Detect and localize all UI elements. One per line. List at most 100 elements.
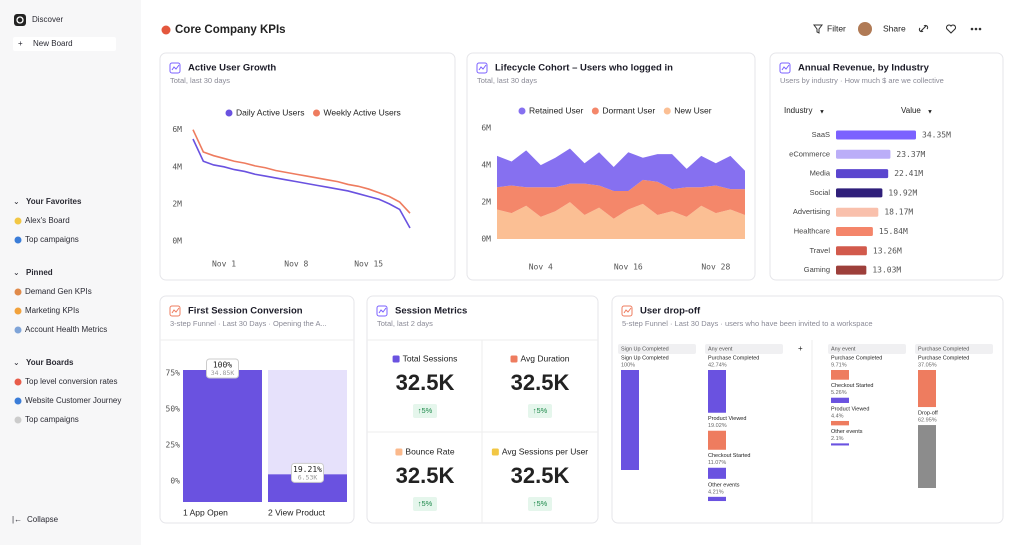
- section-title[interactable]: Your Boards: [26, 358, 74, 367]
- bar: [836, 130, 916, 140]
- bar-label: Social: [810, 188, 831, 197]
- value-label: 18.17M: [884, 208, 913, 217]
- item-icon: [14, 217, 22, 225]
- bar-label: SaaS: [812, 130, 830, 139]
- filter-icon: [813, 24, 823, 34]
- sidebar-item[interactable]: Alex's Board: [25, 216, 70, 225]
- legend-swatch: [591, 107, 599, 115]
- discover[interactable]: Discover: [32, 15, 63, 24]
- value-label: 34.35M: [922, 131, 951, 140]
- section-title[interactable]: Pinned: [26, 268, 53, 277]
- value-label: 23.37M: [896, 150, 925, 159]
- step-name: Product Viewed: [708, 416, 746, 422]
- line: [192, 129, 411, 214]
- card-icon-line: [781, 64, 790, 71]
- card-subtitle: 5-step Funnel · Last 30 Days · users who…: [622, 319, 873, 328]
- column-header[interactable]: Sign Up Completed: [621, 346, 669, 352]
- card: [611, 295, 1004, 524]
- card-subtitle: Total, last 30 days: [170, 76, 230, 85]
- y-tick-label: 4M: [172, 162, 182, 171]
- count-label: 6.53K: [298, 473, 318, 481]
- bar-label: Gaming: [804, 265, 830, 274]
- legend-label[interactable]: New User: [674, 105, 711, 115]
- step-label: 1 App Open: [183, 507, 228, 517]
- step-percent: 37.05%: [918, 362, 937, 368]
- chevron: ⌄: [13, 358, 20, 367]
- logo: [14, 14, 26, 26]
- column-header[interactable]: Any event: [831, 346, 856, 352]
- change-pill: [413, 497, 437, 511]
- more-icon[interactable]: [970, 27, 982, 31]
- sidebar-item[interactable]: Website Customer Journey: [25, 396, 121, 405]
- new-board[interactable]: New Board: [33, 39, 73, 48]
- card-title: Active User Growth: [188, 63, 276, 74]
- step-percent: 100%: [621, 362, 635, 368]
- legend-label[interactable]: Dormant User: [602, 105, 655, 115]
- legend-swatch: [313, 109, 320, 117]
- item-icon: [14, 288, 22, 296]
- collapse-icon: |←: [12, 515, 22, 524]
- chevron: ⌄: [13, 197, 20, 206]
- link-icon[interactable]: [918, 24, 929, 33]
- step-percent: 9.71%: [831, 362, 847, 368]
- section-title[interactable]: Your Favorites: [26, 197, 82, 206]
- value-label: 13.26M: [873, 246, 902, 255]
- card-title: Lifecycle Cohort – Users who logged in: [495, 63, 673, 74]
- bar-label: Healthcare: [794, 226, 830, 235]
- sidebar-item[interactable]: Top level conversion rates: [25, 377, 118, 386]
- bar: [836, 227, 873, 236]
- y-tick-label: 2M: [481, 198, 491, 207]
- legend-swatch: [225, 109, 233, 117]
- card-subtitle: Total, last 2 days: [377, 319, 433, 328]
- legend-swatch: [663, 107, 671, 115]
- share-button[interactable]: Share: [883, 23, 906, 33]
- legend-label[interactable]: Weekly Active Users: [324, 107, 401, 117]
- sidebar-item[interactable]: Marketing KPIs: [25, 306, 79, 315]
- step-bar: [831, 443, 849, 446]
- bar: [836, 246, 867, 256]
- collapse[interactable]: Collapse: [27, 515, 59, 524]
- filter-button[interactable]: Filter: [827, 23, 846, 33]
- step-percent: 42.74%: [708, 362, 727, 368]
- metric-swatch: [491, 448, 499, 456]
- like-icon[interactable]: [945, 24, 957, 34]
- card-title: Annual Revenue, by Industry: [798, 63, 930, 74]
- y-tick-label: 50%: [166, 405, 181, 414]
- sidebar-item[interactable]: Top campaigns: [25, 235, 79, 244]
- column-header[interactable]: Industry: [784, 106, 812, 115]
- step-bar: [621, 370, 639, 470]
- sort-icon: ▼: [927, 110, 933, 116]
- y-tick-label: 2M: [172, 199, 182, 208]
- card-icon: [169, 62, 181, 74]
- column-header[interactable]: Value: [901, 106, 921, 115]
- column-header[interactable]: Purchase Completed: [918, 346, 969, 352]
- legend-label[interactable]: Retained User: [529, 105, 584, 115]
- value-pill: [206, 358, 239, 379]
- bar-label: Advertising: [793, 207, 830, 216]
- y-tick-label: 75%: [166, 369, 181, 378]
- step-percent: 62.95%: [918, 418, 937, 424]
- new-board-button[interactable]: [13, 37, 116, 51]
- step-name: Checkout Started: [708, 453, 751, 459]
- avatar[interactable]: [858, 22, 872, 36]
- funnel-bar: [183, 370, 262, 502]
- metric-swatch: [395, 448, 403, 456]
- value-label: 22.41M: [894, 169, 923, 178]
- sidebar-item[interactable]: Account Health Metrics: [25, 325, 107, 334]
- bar-label: eCommerce: [789, 149, 830, 158]
- item-icon: [14, 378, 22, 386]
- metric-name: Total Sessions: [403, 353, 458, 363]
- y-tick-label: 6M: [172, 125, 182, 134]
- sidebar-item[interactable]: Top campaigns: [25, 415, 79, 424]
- legend-label[interactable]: Daily Active Users: [236, 107, 305, 117]
- step-name: Drop-off: [918, 411, 938, 417]
- bar: [836, 207, 879, 217]
- column-header-pill: [618, 344, 696, 354]
- card-subtitle: Total, last 30 days: [477, 76, 537, 85]
- column-header[interactable]: Any event: [708, 346, 733, 352]
- y-tick-label: 0M: [172, 237, 182, 246]
- step-bar: [708, 496, 726, 502]
- sidebar-item[interactable]: Demand Gen KPIs: [25, 287, 92, 296]
- change-pill: [528, 497, 552, 511]
- value-label: 100%: [213, 361, 232, 370]
